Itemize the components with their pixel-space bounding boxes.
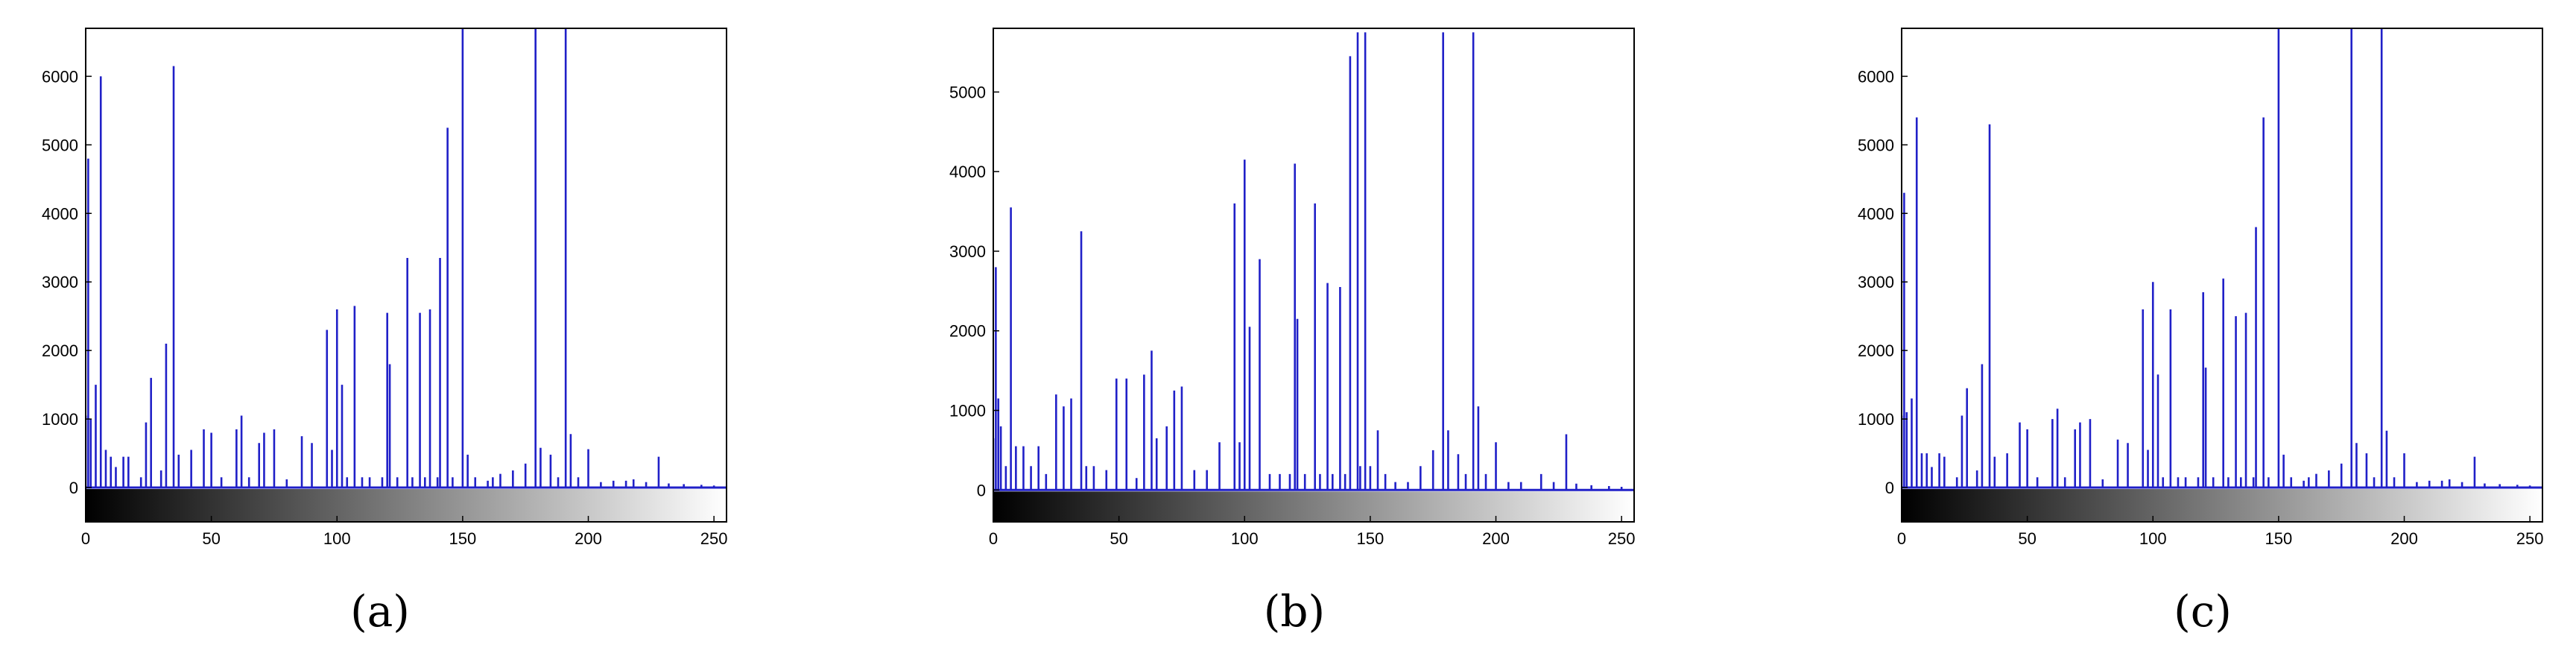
x-tick-label: 0: [989, 529, 998, 548]
y-tick-label: 4000: [949, 163, 986, 181]
grayscale-colorbar: [993, 491, 1634, 522]
y-tick-label: 0: [69, 479, 78, 497]
axes-frame: [1901, 28, 2543, 523]
y-tick-label: 2000: [1858, 341, 1894, 360]
y-tick-label: 6000: [42, 67, 78, 86]
panel-caption: (b): [1264, 586, 1325, 637]
y-tick-label: 4000: [1858, 204, 1894, 223]
histogram-panel-1: 0 1000 2000 3000 4000 5000 6000 0 50 100 150 200 250…: [42, 28, 728, 637]
y-tick-label: 2000: [42, 341, 78, 360]
x-tick-label: 200: [2390, 529, 2418, 548]
y-tick-label: 0: [977, 481, 986, 499]
y-tick-label: 5000: [1858, 136, 1894, 154]
axes-frame: [993, 28, 1635, 523]
x-tick-label: 250: [2516, 529, 2544, 548]
histogram-panel-3: 0 1000 2000 3000 4000 5000 6000 0 50 100 150 200 250…: [1858, 28, 2544, 637]
y-tick-label: 3000: [1858, 273, 1894, 291]
x-tick-label: 200: [1482, 529, 1510, 548]
x-tick-label: 150: [1357, 529, 1384, 548]
x-tick-label: 100: [323, 529, 351, 548]
x-tick-label: 50: [2018, 529, 2036, 548]
histogram-bars: [86, 28, 715, 488]
x-tick-label: 250: [1608, 529, 1636, 548]
y-tick-label: 3000: [949, 242, 986, 261]
y-tick-label: 6000: [1858, 67, 1894, 86]
panel-caption: (c): [2174, 586, 2232, 637]
y-tick-label: 1000: [1858, 410, 1894, 429]
y-tick-label: 5000: [949, 83, 986, 101]
x-tick-label: 0: [81, 529, 90, 548]
histogram-panel-2: 0 1000 2000 3000 4000 5000 0 50 100 150 200 250 (b): [949, 28, 1635, 637]
x-tick-label: 50: [1110, 529, 1127, 548]
x-tick-label: 50: [202, 529, 220, 548]
x-tick-label: 100: [2139, 529, 2167, 548]
grayscale-colorbar: [86, 489, 727, 522]
y-tick-label: 3000: [42, 273, 78, 291]
histogram-bars: [993, 32, 1623, 491]
x-tick-label: 100: [1231, 529, 1259, 548]
x-tick-label: 200: [575, 529, 602, 548]
panel-caption: (a): [350, 586, 410, 637]
histogram-bars: [1902, 28, 2531, 488]
axes-frame: [85, 28, 727, 523]
y-tick-label: 2000: [949, 322, 986, 341]
grayscale-colorbar: [1902, 489, 2542, 522]
x-tick-label: 0: [1897, 529, 1906, 548]
x-tick-label: 150: [2265, 529, 2293, 548]
y-tick-label: 5000: [42, 136, 78, 154]
y-tick-label: 0: [1885, 479, 1894, 497]
y-tick-label: 4000: [42, 204, 78, 223]
y-tick-label: 1000: [42, 410, 78, 429]
y-tick-label: 1000: [949, 402, 986, 420]
x-tick-label: 150: [449, 529, 477, 548]
x-tick-label: 250: [700, 529, 728, 548]
